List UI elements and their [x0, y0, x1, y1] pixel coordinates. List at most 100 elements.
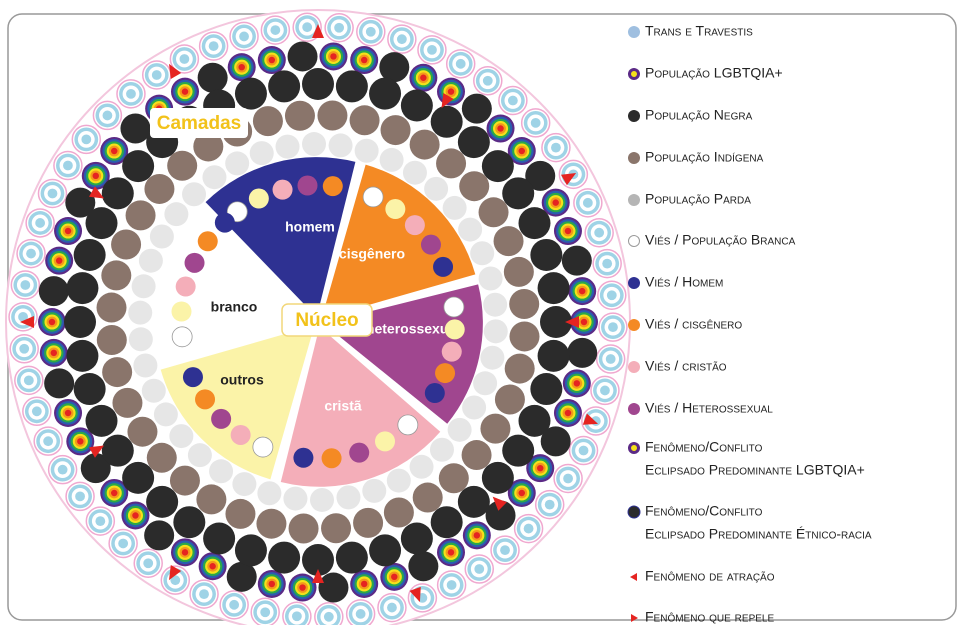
ring-circle	[530, 239, 562, 271]
legend-label: População Indígena	[645, 149, 764, 165]
legend-icon-core	[631, 71, 637, 77]
trans-core	[154, 72, 159, 77]
ring-circle	[232, 472, 256, 496]
legend-icon	[628, 319, 640, 331]
trans-core	[60, 467, 65, 472]
trans-core	[65, 163, 70, 168]
lgbt-ring	[209, 563, 215, 569]
ring-circle	[480, 414, 510, 444]
trans-core	[305, 25, 310, 30]
trans-core	[485, 78, 490, 83]
ring-circle	[329, 133, 353, 157]
ring-circle	[353, 508, 383, 538]
ring-circle	[129, 327, 153, 351]
trans-core	[553, 145, 558, 150]
legend-label: Eclipsado Predominante Étnico-racia	[645, 526, 872, 542]
lgbt-ring	[77, 438, 83, 444]
lgbt-ring	[581, 319, 587, 325]
ring-circle	[146, 486, 178, 518]
ring-circle	[336, 70, 368, 102]
ring-circle	[424, 177, 448, 201]
ring-circle	[482, 462, 514, 494]
ring-circle	[480, 346, 504, 370]
lgbt-ring	[497, 125, 503, 131]
legend-icon	[631, 614, 638, 622]
legend-label: Eclipsado Predominante LGBTQIA+	[645, 462, 865, 478]
ring-circle	[401, 522, 433, 554]
ring-circle	[97, 325, 127, 355]
trans-core	[597, 230, 602, 235]
trans-core	[242, 34, 247, 39]
trans-core	[503, 548, 508, 553]
bias-dot	[253, 437, 273, 457]
bias-dot	[322, 448, 342, 468]
bias-dot	[375, 431, 395, 451]
ring-circle	[458, 218, 482, 242]
black-circle	[39, 276, 69, 306]
ring-circle	[257, 481, 281, 505]
ring-circle	[462, 440, 492, 470]
bias-dot	[398, 415, 418, 435]
trans-core	[78, 494, 83, 499]
ring-circle	[202, 165, 226, 189]
trans-core	[263, 610, 268, 615]
ring-circle	[410, 455, 434, 479]
trans-core	[326, 614, 331, 619]
ring-circle	[170, 466, 200, 496]
ring-circle	[495, 385, 525, 415]
lgbt-ring	[182, 88, 188, 94]
ring-circle	[483, 293, 507, 317]
camadas-label: Camadas	[157, 113, 242, 134]
ring-circle	[111, 229, 141, 259]
legend-label: Trans e Travestis	[645, 23, 753, 39]
ring-circle	[182, 182, 206, 206]
slice-label: cristã	[324, 398, 362, 414]
ring-circle	[154, 402, 178, 426]
ring-circle	[276, 135, 300, 159]
trans-core	[533, 120, 538, 125]
trans-core	[547, 502, 552, 507]
lgbt-ring	[56, 257, 62, 263]
ring-circle	[289, 513, 319, 543]
slice-label: branco	[211, 299, 258, 315]
ring-circle	[448, 418, 472, 442]
lgbt-ring	[49, 319, 55, 325]
ring-circle	[196, 484, 226, 514]
ring-circle	[413, 483, 443, 513]
lgbt-ring	[519, 148, 525, 154]
trans-core	[50, 191, 55, 196]
ring-circle	[505, 354, 535, 384]
trans-core	[202, 592, 207, 597]
ring-circle	[443, 196, 467, 220]
ring-circle	[509, 321, 539, 351]
black-circle	[288, 41, 318, 71]
legend-label: População LGBTQIA+	[645, 65, 783, 81]
trans-core	[477, 567, 482, 572]
bias-dot	[385, 199, 405, 219]
ring-circle	[150, 224, 174, 248]
lgbt-ring	[579, 288, 585, 294]
ring-circle	[139, 249, 163, 273]
black-circle	[120, 114, 150, 144]
bias-dot	[176, 277, 196, 297]
ring-circle	[431, 506, 463, 538]
ring-circle	[479, 267, 503, 291]
ring-circle	[66, 340, 98, 372]
trans-core	[449, 582, 454, 587]
lgbt-ring	[65, 228, 71, 234]
ring-circle	[310, 488, 334, 512]
bias-dot	[323, 176, 343, 196]
bias-dot	[195, 389, 215, 409]
legend-label: Viés / Homem	[645, 274, 723, 290]
lgbt-ring	[448, 88, 454, 94]
legend-icon	[628, 361, 640, 373]
ring-circle	[538, 340, 570, 372]
ring-circle	[459, 171, 489, 201]
ring-circle	[169, 424, 193, 448]
trans-core	[294, 614, 299, 619]
legend-icon	[628, 403, 640, 415]
ring-circle	[401, 90, 433, 122]
ring-circle	[173, 506, 205, 538]
page: {"labels": {"camadas": "Camadas", "nucle…	[0, 0, 960, 625]
bias-dot	[171, 301, 191, 321]
